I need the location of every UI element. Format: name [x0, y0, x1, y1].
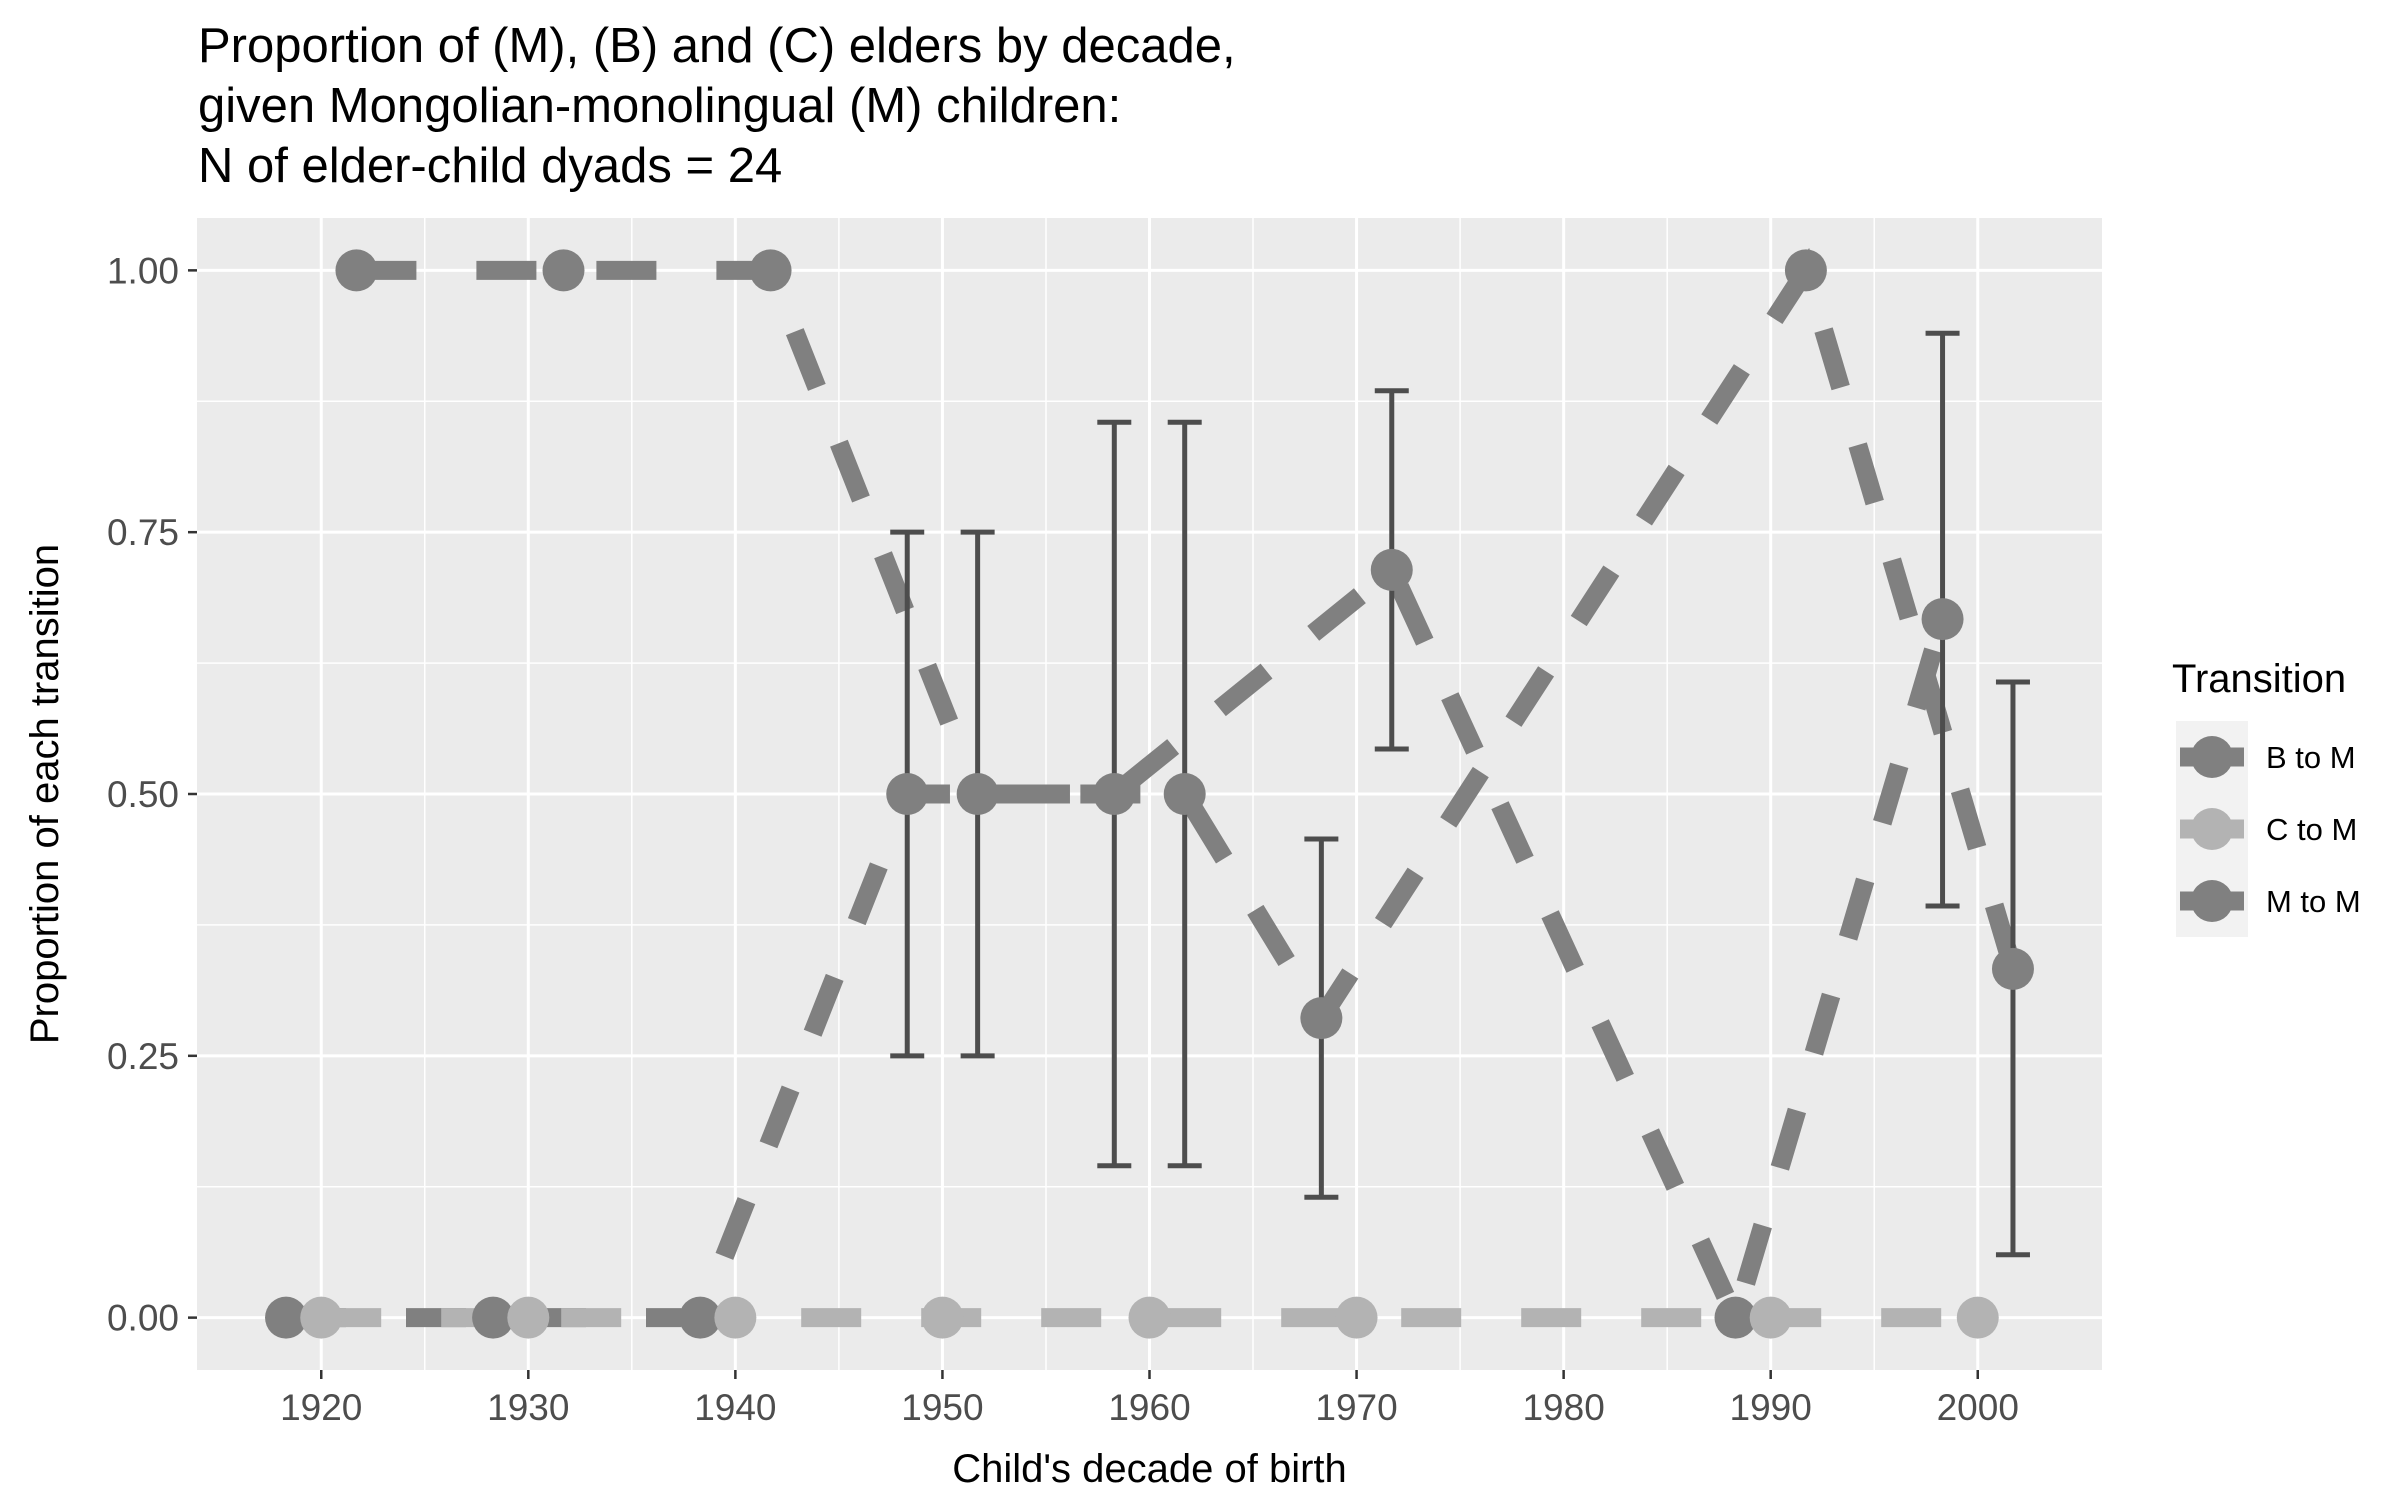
y-tick-label: 0.25 [107, 1036, 179, 1077]
legend: Transition B to M C to M M to M [2172, 657, 2361, 937]
legend-key-point [2191, 808, 2233, 850]
data-point-b-to-m [1921, 598, 1964, 641]
data-point-b-to-m [472, 1296, 515, 1339]
x-tick-label: 1980 [1522, 1387, 1604, 1428]
data-point-m-to-m [1300, 997, 1343, 1040]
x-tick-label: 2000 [1937, 1387, 2019, 1428]
legend-item-c-to-m: C to M [2176, 793, 2357, 865]
data-point-c-to-m [507, 1296, 550, 1339]
data-point-m-to-m [956, 773, 999, 815]
legend-title: Transition [2172, 657, 2346, 701]
data-point-b-to-m [1093, 773, 1136, 815]
chart-title-line-2: given Mongolian-monolingual (M) children… [198, 79, 1121, 133]
x-tick-label: 1960 [1108, 1387, 1190, 1428]
legend-label: B to M [2266, 740, 2356, 775]
legend-keys: B to M C to M M to M [2176, 721, 2361, 937]
data-point-m-to-m [1163, 773, 1206, 815]
chart-title: Proportion of (M), (B) and (C) elders by… [198, 19, 1236, 193]
axis-ticks [188, 269, 1980, 1379]
data-point-m-to-m [335, 249, 378, 292]
x-axis-tick-labels: 1920 1930 1940 1950 1960 1970 1980 1990 2000 [280, 1387, 2019, 1428]
legend-key-point [2191, 736, 2233, 778]
data-point-b-to-m [679, 1296, 722, 1339]
x-tick-label: 1950 [901, 1387, 983, 1428]
x-tick-label: 1970 [1315, 1387, 1397, 1428]
x-tick-label: 1990 [1730, 1387, 1812, 1428]
data-point-m-to-m [749, 249, 792, 292]
legend-key-point [2191, 880, 2233, 922]
data-point-c-to-m [1335, 1296, 1378, 1339]
legend-label: M to M [2266, 884, 2361, 919]
y-tick-label: 0.00 [107, 1298, 179, 1339]
chart-title-line-1: Proportion of (M), (B) and (C) elders by… [198, 19, 1236, 73]
data-point-m-to-m [1784, 249, 1827, 292]
data-point-b-to-m [265, 1296, 308, 1339]
data-point-b-to-m [1714, 1296, 1757, 1339]
x-tick-label: 1930 [487, 1387, 569, 1428]
x-tick-label: 1920 [280, 1387, 362, 1428]
y-tick-label: 1.00 [107, 250, 179, 291]
series-points [265, 249, 2034, 1339]
data-point-c-to-m [1128, 1296, 1171, 1339]
y-axis-title: Proportion of each transition [23, 544, 67, 1044]
series-line-m-to-m [356, 247, 2023, 1036]
data-point-b-to-m [1370, 548, 1413, 591]
legend-item-b-to-m: B to M [2176, 721, 2356, 793]
data-point-b-to-m [886, 773, 929, 815]
x-axis-title: Child's decade of birth [952, 1447, 1347, 1491]
y-axis-tick-labels: 0.00 0.25 0.50 0.75 1.00 [107, 250, 179, 1338]
data-point-c-to-m [1749, 1296, 1792, 1339]
legend-item-m-to-m: M to M [2176, 865, 2361, 937]
y-tick-label: 0.50 [107, 774, 179, 815]
data-point-m-to-m [1991, 947, 2034, 990]
data-point-c-to-m [921, 1296, 964, 1339]
y-tick-label: 0.75 [107, 512, 179, 553]
data-point-c-to-m [1956, 1296, 1999, 1339]
x-tick-label: 1940 [694, 1387, 776, 1428]
data-point-c-to-m [300, 1296, 343, 1339]
data-point-m-to-m [542, 249, 585, 292]
legend-label: C to M [2266, 812, 2357, 847]
chart-title-line-3: N of elder-child dyads = 24 [198, 139, 782, 193]
data-point-c-to-m [714, 1296, 757, 1339]
